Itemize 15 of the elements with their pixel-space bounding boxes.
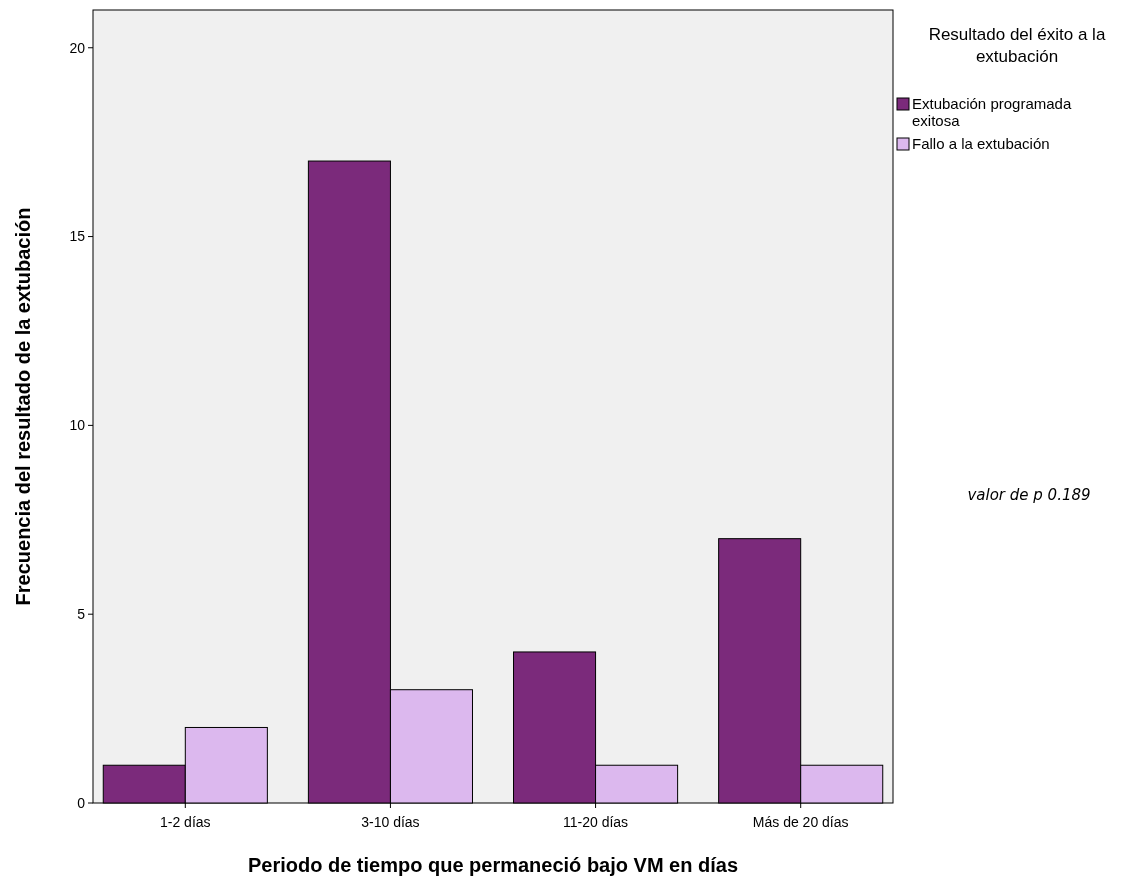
y-tick-label: 5 — [77, 606, 86, 623]
legend-label: Fallo a la extubación — [912, 135, 1050, 152]
legend-title: Resultado del éxito a la extubación — [928, 25, 1106, 66]
y-tick-label: 10 — [69, 417, 86, 434]
x-axis-title: Periodo de tiempo que permaneció bajo VM en días — [247, 854, 739, 876]
legend-label: Extubación programada exitosa — [912, 95, 1072, 129]
x-tick-label: 1-2 días — [160, 814, 211, 830]
y-axis-title: Frecuencia del resultado de la extubación — [12, 207, 34, 606]
x-tick-label: 11-20 días — [563, 814, 629, 830]
x-tick-label: 3-10 días — [361, 814, 420, 830]
y-tick-label: 20 — [69, 39, 86, 56]
text: valor de p 0.189 — [967, 486, 1091, 504]
y-tick-label: 15 — [69, 228, 86, 245]
x-tick-label: Más de 20 días — [752, 814, 849, 830]
y-tick-label: 0 — [77, 794, 86, 811]
